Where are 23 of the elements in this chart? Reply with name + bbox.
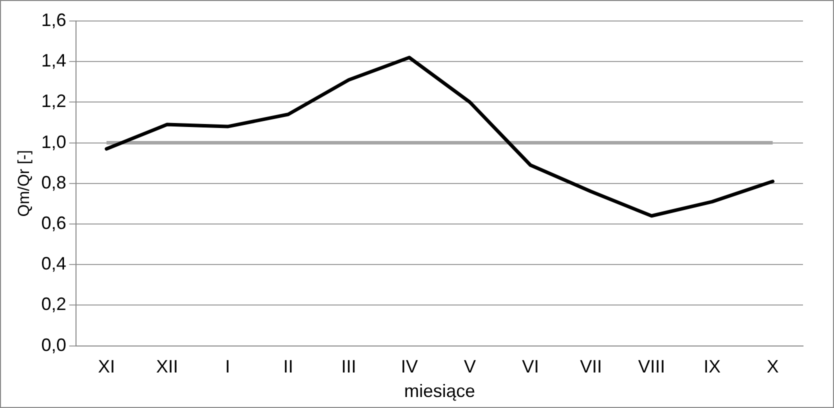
x-tick-label: VII [580, 356, 602, 377]
y-tick-label: 0,4 [41, 254, 66, 274]
x-tick-label: XII [156, 356, 178, 377]
y-tick-label: 0,2 [41, 294, 66, 314]
y-tick-label: 1,0 [41, 132, 66, 152]
x-tick-label: II [283, 356, 294, 377]
x-tick-label: IX [704, 356, 721, 377]
x-tick-label: III [341, 356, 356, 377]
y-axis-title: Qm/Qr [-] [16, 150, 34, 217]
y-tick-label: 0,0 [41, 334, 66, 355]
y-tick-label: 0,8 [41, 172, 66, 192]
x-tick-label: I [225, 356, 230, 377]
y-tick-label: 0,6 [41, 212, 66, 233]
x-tick-label: VI [522, 356, 539, 377]
x-tick-label: V [464, 356, 476, 377]
y-tick-label: 1,6 [41, 10, 66, 30]
x-tick-label: IV [400, 356, 418, 377]
x-tick-label: X [766, 356, 779, 377]
x-axis-title: miesiące [404, 381, 476, 402]
y-tick-label: 1,2 [41, 91, 66, 112]
x-tick-label: VIII [638, 356, 666, 377]
x-tick-label: XI [98, 356, 116, 377]
y-tick-label: 1,4 [41, 50, 66, 71]
